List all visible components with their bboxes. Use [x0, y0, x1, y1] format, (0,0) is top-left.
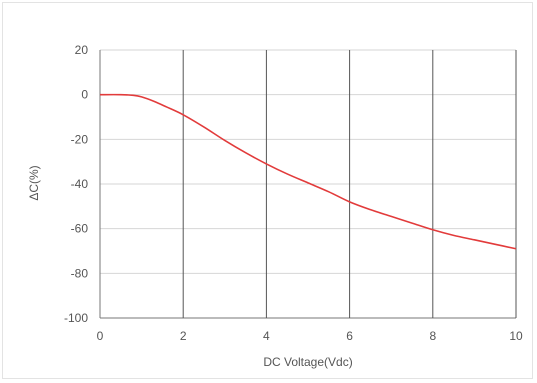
tick-labels: 20 0 -20 -40 -60 -80 -100 0 2 4 6 8 10	[64, 43, 523, 343]
y-tick-label: -40	[71, 177, 89, 191]
y-tick-label: 0	[81, 88, 88, 102]
y-tick-label: -60	[71, 222, 89, 236]
y-tick-label: -100	[64, 311, 88, 325]
capacitance-change-line	[99, 93, 517, 250]
grid-lines	[99, 49, 517, 319]
x-tick-label: 4	[263, 329, 270, 343]
chart-frame	[2, 2, 533, 379]
x-tick-label: 2	[180, 329, 187, 343]
y-tick-label: -20	[71, 132, 89, 146]
y-axis-label: ΔC(%)	[27, 165, 41, 200]
y-tick-label: 20	[75, 43, 89, 57]
x-tick-label: 10	[509, 329, 523, 343]
series-layer	[99, 93, 517, 250]
x-tick-label: 6	[346, 329, 353, 343]
x-axis-label: DC Voltage(Vdc)	[263, 355, 352, 369]
x-tick-label: 8	[429, 329, 436, 343]
y-tick-label: -80	[71, 266, 89, 280]
x-tick-label: 0	[97, 329, 104, 343]
